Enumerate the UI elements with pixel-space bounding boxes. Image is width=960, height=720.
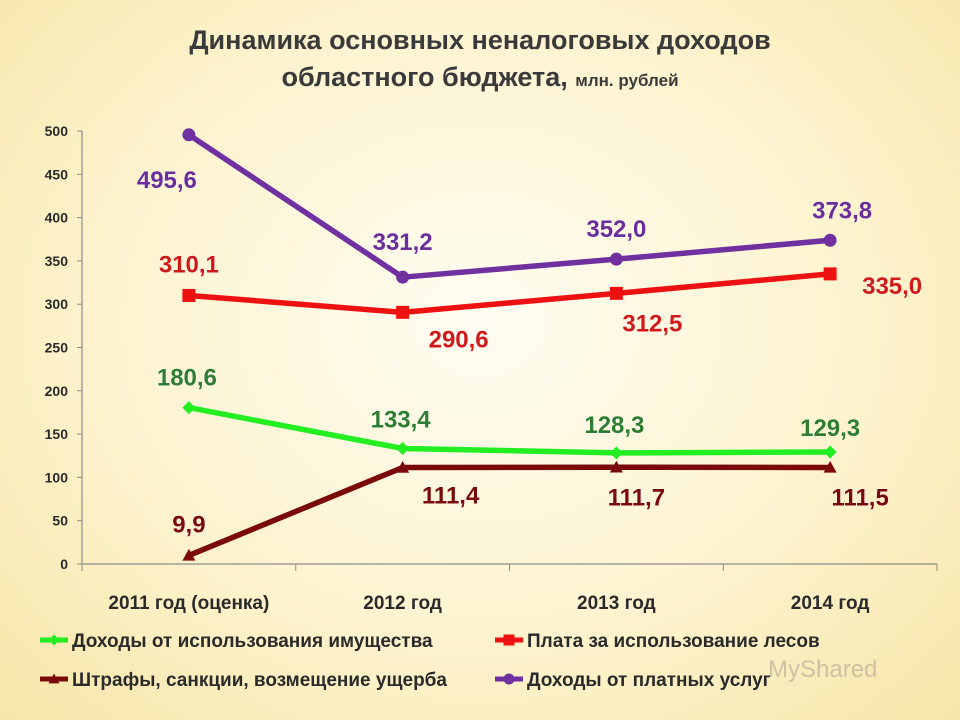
data-label: 111,5 [831,484,888,511]
legend-label: Доходы от платных услуг [527,670,771,691]
y-tick-label: 300 [45,296,69,312]
y-tick-label: 400 [45,210,69,226]
x-tick-label: 2011 год (оценка) [108,593,269,614]
data-point [396,270,410,284]
data-label: 128,3 [584,412,644,439]
chart-title: Динамика основных неналоговых доходов об… [0,22,960,99]
series-forest: 310,1 290,6 312,5 335,0 [159,251,923,353]
data-point [609,460,623,473]
x-tick-label: 2012 год [363,593,442,614]
y-tick-label: 50 [52,513,68,529]
legend-swatch-marker [503,673,515,685]
series-line [186,404,833,456]
series-property: 180,6 133,4 128,3 129,3 [157,364,860,456]
legend-item-property: Доходы от использования имущества [40,631,433,652]
legend-item-services: Доходы от платных услуг [495,670,771,691]
data-label: 312,5 [622,310,682,337]
data-label: 9,9 [172,511,205,538]
chart-title-main: областного бюджета, [281,62,568,92]
y-tick-label: 200 [45,383,69,399]
data-point [823,267,837,281]
data-label: 335,0 [862,273,922,300]
data-point [182,288,196,302]
data-point [609,252,623,266]
legend-swatch-marker [48,634,60,646]
series-fines: 9,9 111,4 111,7 111,5 [172,464,889,559]
series-line [186,271,833,316]
y-tick-label: 350 [45,253,69,269]
data-point [823,445,837,459]
chart-title-unit: млн. рублей [575,71,679,90]
data-label: 495,6 [137,167,197,194]
legend-label: Штрафы, санкции, возмещение ущерба [72,670,447,691]
data-label: 310,1 [159,251,219,278]
series-services: 495,6 331,2 352,0 373,8 [137,132,872,280]
legend-label: Доходы от использования имущества [72,631,433,652]
x-tick-label: 2013 год [577,593,656,614]
data-point [396,461,410,473]
data-point [182,401,196,415]
y-tick-label: 450 [45,166,69,182]
data-label: 373,8 [812,197,872,224]
data-point [609,446,623,460]
data-point [823,460,837,473]
series-line [186,132,833,280]
y-tick-label: 0 [60,556,68,572]
data-point [182,128,196,142]
legend-label: Плата за использование лесов [527,631,820,652]
y-tick-label: 250 [45,340,69,356]
y-tick-label: 500 [45,123,69,139]
data-label: 133,4 [371,406,432,433]
x-tick-label: 2014 год [791,593,870,614]
legend-swatch-marker [48,673,60,684]
y-tick-label: 150 [45,426,69,442]
legend-swatch-marker [503,634,515,646]
data-label: 331,2 [373,229,433,256]
data-label: 111,4 [422,483,480,510]
data-label: 111,7 [608,484,665,511]
data-label: 180,6 [157,365,217,392]
chart-title-line1: Динамика основных неналоговых доходов [189,25,771,55]
data-label: 129,3 [800,415,860,442]
legend-item-fines: Штрафы, санкции, возмещение ущерба [40,670,447,691]
data-point [182,548,196,561]
watermark-text: MyShared [768,656,878,683]
series-line [186,464,833,559]
y-tick-label: 100 [45,469,69,485]
chart-title-line2: областного бюджета, млн. рублей [0,59,960,99]
data-point [396,441,410,455]
data-label: 352,0 [586,216,646,243]
data-point [823,233,837,247]
data-point [396,305,410,319]
legend-item-forest: Плата за использование лесов [495,631,820,652]
data-point [609,286,623,300]
data-label: 290,6 [429,326,489,353]
